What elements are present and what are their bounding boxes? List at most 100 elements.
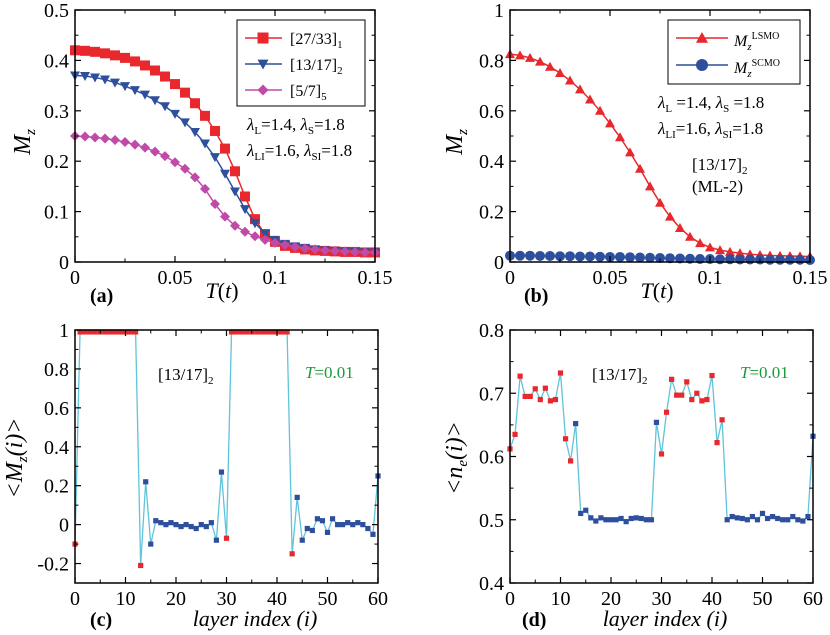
panel-c-layer-point	[335, 522, 341, 528]
panel-d-layer-point	[719, 417, 725, 423]
panel-d-layer-point	[790, 513, 796, 520]
panel-a-ytick-label: 0.5	[44, 0, 69, 22]
panel-d-layer-point	[663, 409, 670, 415]
panel-b-series-0-point	[535, 56, 545, 66]
panel-b-series-1-point	[635, 252, 645, 263]
panel-d-layer-point	[658, 451, 665, 457]
panel-c-layer-point	[319, 518, 326, 524]
panel-d-layer-point	[573, 421, 579, 427]
panel-d-layer-point	[770, 513, 776, 520]
panel-b-series-1-point	[735, 254, 745, 265]
panel-d-layer-point	[638, 515, 644, 522]
panel-a-series-1-point	[200, 139, 210, 149]
panel-c-layer-point	[117, 329, 124, 335]
panel-a-series-2-point	[250, 231, 260, 242]
panel-d-label: (d)	[522, 609, 546, 631]
panel-a-series-2-point	[290, 241, 300, 252]
panel-c-layer-point	[345, 520, 351, 526]
panel-a-series-0-point	[90, 46, 100, 57]
panel-a-series-2-point	[330, 245, 340, 256]
panel-c-layer-point	[299, 537, 305, 543]
panel-b-series-0-point	[645, 181, 655, 191]
panel-b-series-1-point	[575, 251, 585, 262]
panel-b-sample: [13/17]2	[692, 155, 748, 177]
panel-c-layer-point	[158, 520, 164, 526]
panel-c-layer-point	[324, 529, 331, 535]
panel-b-series-1-point	[795, 254, 805, 265]
panel-c-layer-point	[340, 522, 346, 528]
panel-b-series-1-point	[675, 253, 685, 264]
panel-a-series-2-point	[260, 234, 270, 245]
panel-a-series-1-point	[220, 169, 230, 179]
panel-d-layer-point	[795, 517, 801, 523]
panel-c-xtick-label: 30	[217, 588, 237, 610]
panel-b-series-0-point	[515, 50, 525, 60]
panel-b-series-0-point	[665, 211, 675, 221]
panel-a-lambda-1: λL=1.4, λS=1.8	[246, 115, 345, 137]
panel-c-layer-point	[183, 522, 189, 528]
panel-d-layer-point	[684, 379, 690, 385]
panel-b-series-1-point	[785, 254, 795, 265]
panel-d-ytick-label: 0.8	[479, 320, 504, 342]
panel-d-layer-point	[674, 392, 680, 398]
panel-a-series-0-point	[210, 125, 220, 136]
panel-c-layer-point	[82, 329, 88, 335]
panel-b-series-0-point	[525, 52, 535, 62]
panel-c-layer-point	[107, 329, 113, 335]
panel-b-series-1-point	[585, 251, 595, 262]
panel-a-series-0-point	[220, 143, 230, 154]
panel-a-series-0-point	[200, 110, 210, 121]
panel-c-layer-point	[304, 525, 310, 532]
panel-a-series-2-point	[230, 220, 240, 231]
panel-d-xtick-label: 10	[551, 588, 571, 610]
panel-c-layer-point	[133, 329, 139, 335]
panel-d-layer-point	[729, 513, 735, 520]
panel-b-legend: MzLSMO MzSCMO	[667, 19, 801, 85]
panel-d-profile-line	[509, 372, 814, 523]
panel-b-series-1-point	[745, 254, 755, 265]
panel-c-ytick-label: 0.4	[44, 437, 69, 459]
panel-a-series-1-point	[100, 75, 110, 85]
panel-d-layer-point	[780, 517, 786, 523]
panel-d-layer-point	[669, 376, 675, 382]
panel-c-layer-point	[314, 516, 320, 522]
panel-c-layer-point	[102, 329, 108, 335]
panel-b-series-0-point	[595, 105, 605, 115]
panel-b-label: (b)	[524, 285, 548, 307]
panel-a-series-2-point	[170, 157, 180, 168]
panel-b-series-0-point	[635, 163, 645, 173]
panel-d-layer-point	[704, 396, 710, 403]
panel-d-xtick-label: 20	[601, 588, 621, 610]
panel-d-layer-point	[764, 515, 771, 522]
panel-b-series-1-point	[555, 251, 565, 262]
panel-a-series-2-point	[100, 133, 110, 144]
panel-a-ylabel: Mz	[10, 129, 39, 156]
panel-a-series-2-point	[360, 247, 370, 258]
panel-b-series-1-point	[515, 250, 525, 261]
panel-b-series-0-point	[685, 231, 695, 241]
panel-c-layer-point	[228, 329, 235, 335]
panel-c-layer-point	[127, 329, 134, 335]
panel-a-series-0-point	[170, 79, 180, 90]
panel-a-series-2-point	[320, 245, 330, 256]
panel-a-series-2-point	[270, 237, 280, 248]
panel-d-layer-point	[628, 515, 634, 522]
panel-d-layer-point	[724, 517, 730, 523]
panel-a-series-1-point	[80, 72, 90, 82]
panel-a-series-0-point	[230, 166, 240, 177]
panel-c-layer-point	[289, 551, 295, 557]
panel-c-xtick-label: 10	[116, 588, 136, 610]
panel-c-layer-point	[350, 522, 356, 528]
panel-a-series-2-point	[350, 246, 360, 257]
panel-a: 0 0.05 0.1 0.15 0 0.1 0.2 0.3 0.4 0.5 Mz T(t) (a)…	[10, 0, 393, 307]
panel-b-series-0-point	[605, 118, 615, 128]
panel-b-ytick-label: 0.8	[479, 50, 504, 72]
panel-b-xlabel: T(t)	[640, 278, 673, 303]
panel-c-layer-point	[259, 329, 265, 335]
panel-a-series-2-point	[160, 151, 170, 162]
panel-a-series-2-point	[240, 226, 250, 237]
panel-c-layer-point	[143, 479, 149, 485]
panel-b-series-1-point	[655, 252, 665, 263]
panel-d: 0 10 20 30 40 50 60 0.4 0.5 0.6 0.7 0.8 <ne(i)> lay…	[442, 320, 823, 631]
panel-a-series-0-point	[190, 98, 200, 109]
